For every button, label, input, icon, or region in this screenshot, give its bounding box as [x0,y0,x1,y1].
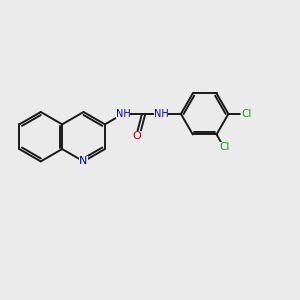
Text: NH: NH [154,109,168,119]
Text: NH: NH [116,109,130,119]
Text: Cl: Cl [219,142,229,152]
Text: Cl: Cl [241,109,252,119]
Text: N: N [80,156,88,167]
Text: O: O [133,131,142,141]
